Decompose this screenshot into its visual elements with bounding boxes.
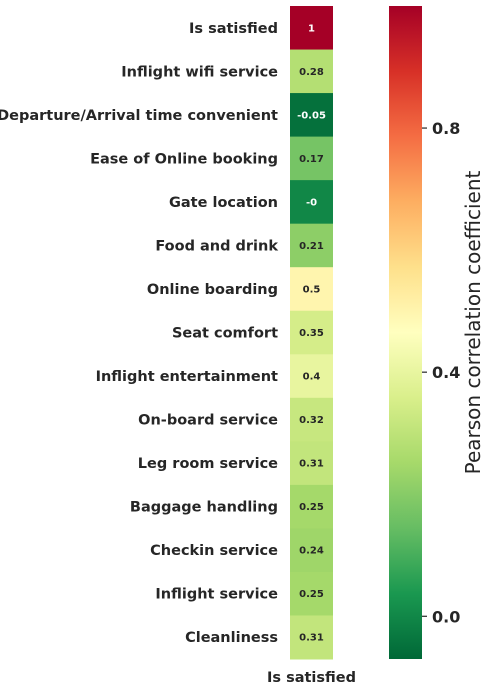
cell-value-label: 0.4 [303,372,321,383]
column-label: Is satisfied [267,670,356,686]
row-label: Online boarding [147,282,278,298]
heatmap-cell [290,484,333,529]
cell-value-label: 0.17 [299,154,324,165]
cell-value-label: 0.35 [299,328,324,339]
row-label: Inflight service [155,587,278,603]
heatmap-cell [290,310,333,355]
cell-value-label: 0.32 [299,415,324,426]
cell-value-label: 0.31 [299,459,324,470]
row-label: Seat comfort [172,326,278,342]
cell-value-labels: 1 0.28 -0.05 0.17 -0 0.21 0.5 0.35 0.4 0.32 0.31 0.… [297,23,326,643]
heatmap-cell [290,441,333,486]
colorbar-tick-label: 0.8 [432,119,460,138]
heatmap-cell [290,6,333,51]
row-label: Cleanliness [185,630,278,646]
heatmap-cell [290,615,333,660]
heatmap-cell [290,528,333,573]
cell-value-label: 0.25 [299,502,324,513]
cell-value-label: 0.21 [299,241,324,252]
heatmap-cell [290,49,333,94]
row-label: Inflight entertainment [96,369,278,385]
heatmap-cell [290,93,333,138]
row-labels: Is satisfied Inflight wifi service Departu… [0,21,278,646]
row-label: On-board service [138,413,278,429]
row-label: Checkin service [150,543,278,559]
colorbar-tick-label: 0.4 [432,363,460,382]
heatmap-cell [290,267,333,312]
row-label: Inflight wifi service [121,64,278,80]
heatmap-cell [290,223,333,268]
cell-value-label: -0.05 [297,110,326,121]
row-label: Gate location [169,195,278,211]
cell-value-label: 1 [308,23,315,34]
cell-value-label: 0.24 [299,546,324,557]
heatmap-cell [290,397,333,442]
row-label: Departure/Arrival time convenient [0,108,278,124]
row-label: Is satisfied [189,21,278,37]
cell-value-label: 0.5 [303,284,321,295]
heatmap-cell [290,136,333,181]
heatmap-cell [290,180,333,225]
cell-value-label: 0.31 [299,633,324,644]
colorbar-label: Pearson correlation coefficient [461,170,485,474]
heatmap-cell [290,354,333,399]
row-label: Leg room service [138,456,278,472]
colorbar [389,6,422,659]
heatmap-cells [290,6,333,660]
cell-value-label: -0 [306,197,317,208]
cell-value-label: 0.25 [299,589,324,600]
cell-value-label: 0.28 [299,67,324,78]
row-label: Food and drink [155,238,278,254]
heatmap-cell [290,571,333,616]
row-label: Ease of Online booking [90,151,278,167]
colorbar-tick-label: 0.0 [432,607,460,626]
colorbar-ticks: 0.0 0.4 0.8 [422,119,460,626]
row-label: Baggage handling [130,500,278,516]
